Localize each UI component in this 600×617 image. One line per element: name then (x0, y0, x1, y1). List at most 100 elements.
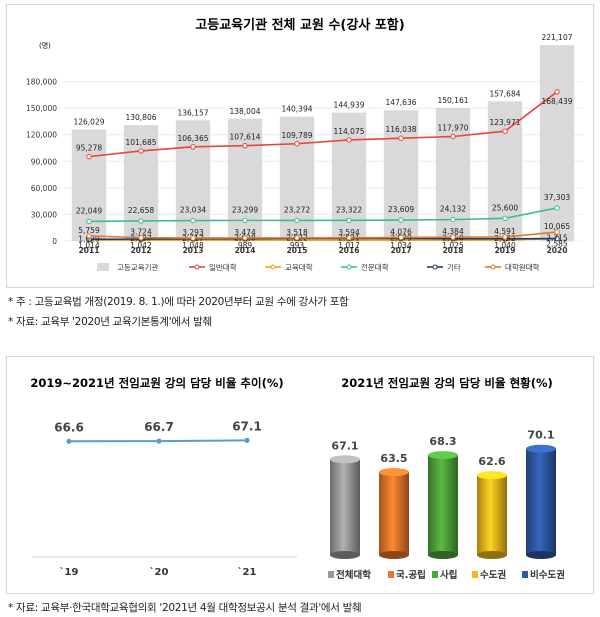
data-label: 1,042 (130, 241, 152, 250)
data-label: 5,759 (78, 226, 100, 235)
cylinder-base (330, 551, 360, 559)
legend-label: 기타 (447, 263, 461, 272)
data-label: 3,293 (182, 228, 204, 237)
x-tick-label: `19 (60, 566, 79, 578)
series-point (554, 89, 560, 95)
legend-marker (490, 264, 496, 270)
x-tick-label: 2012 (131, 246, 152, 255)
series-point (138, 218, 144, 224)
ratio-status-title: 2021년 전임교원 강의 담당 비율 현황(%) (341, 376, 553, 390)
data-label: 107,614 (229, 133, 260, 142)
cylinder-bar (330, 459, 360, 555)
x-tick-label: 2013 (183, 246, 204, 255)
cylinder-base (526, 551, 556, 559)
series-line (88, 231, 558, 239)
data-label: 95,278 (76, 144, 102, 153)
series-point (294, 235, 300, 241)
series-point (294, 217, 300, 224)
data-label: 1,048 (182, 241, 204, 250)
y-axis-unit: (명) (39, 41, 51, 50)
series-point (398, 135, 404, 141)
source-note-disclosure: * 자료: 교육부·한국대학교육협의회 '2021년 4월 대학정보공시 분석 … (8, 602, 362, 614)
x-tick-label: `20 (150, 566, 169, 578)
bar-label: 138,004 (229, 107, 260, 116)
legend-label: 대학원대학 (505, 262, 540, 272)
data-label: 2,585 (546, 240, 568, 249)
ratio-trend-point (244, 437, 250, 443)
legend-label: 고등교육기관 (117, 262, 158, 272)
data-label: 1,929 (78, 234, 100, 243)
bar-label: 126,029 (73, 117, 104, 126)
data-label: 168,439 (541, 97, 572, 106)
data-label: 1,014 (78, 241, 100, 250)
y-tick-label: 150,000 (26, 104, 57, 113)
bar-label: 140,394 (281, 105, 312, 114)
legend-label: 비수도권 (530, 569, 565, 581)
cylinder-base (379, 551, 409, 559)
series-point (554, 205, 560, 211)
series-point (86, 218, 92, 225)
legend-swatch (522, 571, 528, 578)
teacher-count-chart-panel: 고등교육기관 전체 교원 수(강사 포함) (명) 0 30,000 60,000 90,… (6, 4, 594, 288)
data-label: 123,971 (489, 118, 520, 127)
ratio-trend-point (156, 438, 162, 444)
cylinder-top (379, 468, 409, 477)
series-line (88, 91, 558, 158)
series-point (190, 217, 196, 224)
series-point (294, 141, 300, 147)
cylinder-top (477, 471, 507, 480)
x-tick-label: 2015 (287, 246, 308, 255)
x-tick-label: 2020 (547, 246, 568, 255)
footnote-law-revision: * 주 : 고등교육법 개정(2019. 8. 1.)에 따라 2020년부터 … (8, 296, 349, 308)
data-label: 989 (238, 241, 253, 250)
data-label: 114,075 (333, 127, 364, 136)
legend-marker (270, 264, 276, 270)
data-label: 25,600 (492, 203, 518, 212)
legend-swatch (388, 571, 394, 578)
bar-label: 144,939 (333, 101, 364, 110)
data-label: 3,594 (338, 228, 360, 237)
data-label: 993 (290, 241, 305, 250)
data-label: 106,365 (177, 134, 208, 143)
legend-label: 전문대학 (361, 262, 389, 272)
x-tick-label: 2018 (443, 246, 464, 255)
legend-marker (432, 264, 438, 270)
series-line (88, 207, 558, 223)
series-point (502, 128, 508, 134)
data-label: 2,715 (546, 234, 568, 243)
data-label: 4,076 (390, 227, 412, 236)
cylinder-label: 68.3 (429, 435, 456, 448)
x-tick-label: 2014 (235, 246, 256, 255)
data-label: 116,038 (385, 125, 416, 134)
x-tick-label: `21 (238, 566, 257, 578)
data-label: 1,025 (442, 241, 464, 250)
series-point (138, 148, 144, 154)
ratio-trend-label: 67.1 (232, 419, 262, 433)
series-point (450, 216, 456, 223)
series-point (450, 133, 456, 140)
series-point (138, 235, 144, 241)
series-point (554, 235, 560, 242)
x-tick-label: 2019 (495, 246, 516, 255)
bar-label: 136,157 (177, 108, 208, 117)
data-label: 23,299 (232, 205, 258, 214)
ratio-trend-point (66, 438, 72, 444)
bar-label: 147,636 (385, 98, 416, 107)
data-label: 109,789 (281, 131, 312, 140)
y-tick-label: 30,000 (31, 210, 57, 219)
series-point (346, 235, 352, 241)
x-tick-label: 2017 (391, 246, 412, 255)
data-label: 22,658 (128, 206, 154, 215)
data-label: 117,970 (437, 124, 468, 133)
legend-label: 국.공립 (396, 569, 426, 581)
data-label: 3,474 (234, 228, 256, 237)
y-tick-label: 90,000 (31, 157, 57, 166)
data-label: 23,272 (284, 205, 310, 214)
data-label: 3,724 (130, 228, 152, 237)
data-label: 4,384 (442, 227, 464, 236)
data-label: 101,685 (125, 138, 156, 147)
data-label: 24,132 (440, 205, 466, 214)
y-tick-label: 120,000 (26, 131, 57, 140)
cylinder-bar (477, 475, 507, 555)
series-point (554, 229, 560, 235)
